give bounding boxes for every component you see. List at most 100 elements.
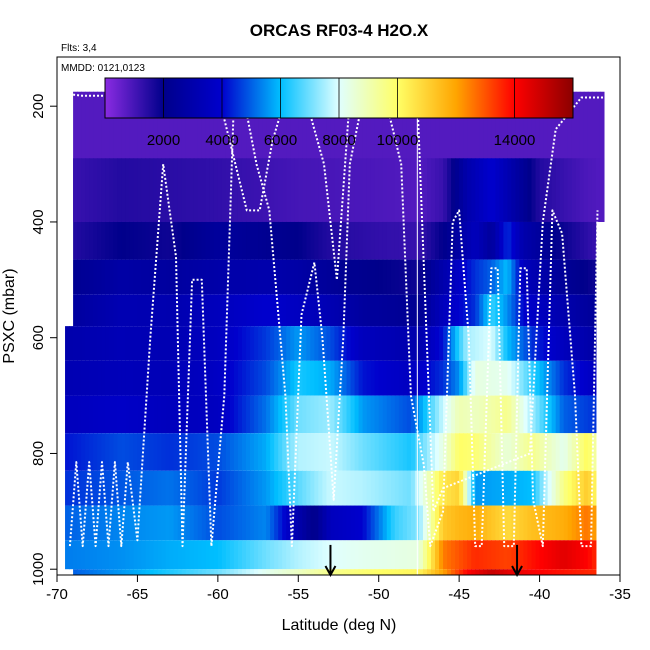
heatmap-cell xyxy=(274,294,279,327)
heatmap-cell xyxy=(394,259,400,295)
heatmap-cell xyxy=(471,433,476,471)
heatmap-cell xyxy=(523,470,529,506)
heatmap-cell xyxy=(145,433,151,471)
heatmap-cell xyxy=(314,505,319,541)
heatmap-cell xyxy=(185,91,191,222)
heatmap-cell xyxy=(177,91,183,222)
heatmap-cell xyxy=(149,540,155,570)
heatmap-cell xyxy=(350,259,356,295)
heatmap-cell xyxy=(121,294,126,327)
heatmap-cell xyxy=(314,470,319,506)
heatmap-cell xyxy=(366,395,372,434)
heatmap-cell xyxy=(233,294,239,327)
heatmap-cell xyxy=(181,158,187,222)
heatmap-cell xyxy=(483,470,488,506)
heatmap-cell xyxy=(338,505,344,541)
heatmap-cell xyxy=(531,470,537,506)
heatmap-cell xyxy=(185,540,191,570)
heatmap-cell xyxy=(258,505,263,541)
heatmap-cell xyxy=(507,360,513,396)
heatmap-cell xyxy=(467,395,472,434)
heatmap-cell xyxy=(65,540,70,570)
heatmap-cell xyxy=(318,326,324,361)
heatmap-cell xyxy=(475,158,480,222)
heatmap-cell xyxy=(350,221,356,260)
heatmap-cell xyxy=(153,540,159,570)
heatmap-cell xyxy=(193,326,199,361)
heatmap-cell xyxy=(153,433,159,471)
heatmap-cell xyxy=(475,395,480,434)
heatmap-cell xyxy=(298,91,303,222)
heatmap-cell xyxy=(129,540,135,570)
colorbar-tick-label: 14000 xyxy=(494,132,536,149)
heatmap-cell xyxy=(539,91,545,222)
heatmap-cell xyxy=(531,326,537,361)
heatmap-cell xyxy=(254,470,259,506)
heatmap-cell xyxy=(418,360,424,396)
heatmap-cell xyxy=(310,221,315,260)
heatmap-cell xyxy=(455,569,460,575)
heatmap-cell xyxy=(402,395,408,434)
heatmap-cell xyxy=(298,158,303,222)
heatmap-cell xyxy=(137,395,143,434)
heatmap-cell xyxy=(69,470,74,506)
heatmap-cell xyxy=(539,470,545,506)
heatmap-cell xyxy=(197,294,203,327)
heatmap-cell xyxy=(559,360,565,396)
heatmap-cell xyxy=(330,158,336,222)
heatmap-cell xyxy=(173,259,179,295)
heatmap-cell xyxy=(217,259,223,295)
heatmap-cell xyxy=(117,221,122,260)
heatmap-cell xyxy=(459,395,464,434)
heatmap-cell xyxy=(121,470,126,506)
heatmap-cell xyxy=(213,540,219,570)
heatmap-cell xyxy=(145,569,151,575)
heatmap-cell xyxy=(422,326,428,361)
heatmap-cell xyxy=(213,433,219,471)
heatmap-cell xyxy=(599,158,605,222)
heatmap-cell xyxy=(499,221,504,260)
heatmap-cell xyxy=(105,540,110,570)
heatmap-cell xyxy=(326,294,332,327)
heatmap-cell xyxy=(129,259,135,295)
heatmap-cell xyxy=(366,569,372,575)
heatmap-cell xyxy=(177,505,183,541)
heatmap-cell xyxy=(141,505,147,541)
heatmap-cell xyxy=(426,259,432,295)
heatmap-cell xyxy=(294,433,299,471)
heatmap-cell xyxy=(241,433,247,471)
heatmap-cell xyxy=(306,470,311,506)
heatmap-cell xyxy=(310,158,315,222)
heatmap-cell xyxy=(374,360,380,396)
heatmap-cell xyxy=(125,91,130,222)
heatmap-cell xyxy=(362,259,368,295)
heatmap-cell xyxy=(65,470,70,506)
heatmap-cell xyxy=(575,395,581,434)
heatmap-cell xyxy=(93,540,98,570)
heatmap-cell xyxy=(334,505,340,541)
heatmap-cell xyxy=(563,470,569,506)
heatmap-cell xyxy=(290,505,295,541)
heatmap-cell xyxy=(567,540,573,570)
heatmap-cell xyxy=(302,326,307,361)
heatmap-cell xyxy=(555,158,561,222)
heatmap-cell xyxy=(430,395,436,434)
heatmap-cell xyxy=(386,505,392,541)
heatmap-cell xyxy=(201,360,207,396)
heatmap-cell xyxy=(125,158,130,222)
heatmap-cell xyxy=(101,540,106,570)
heatmap-cell xyxy=(278,569,283,575)
heatmap-cell xyxy=(507,294,513,327)
heatmap-cell xyxy=(274,360,279,396)
heatmap-cell xyxy=(278,505,283,541)
heatmap-cell xyxy=(225,433,231,471)
x-tick-label: -70 xyxy=(46,586,68,603)
heatmap-cell xyxy=(89,433,94,471)
heatmap-cell xyxy=(262,470,267,506)
heatmap-cell xyxy=(89,294,94,327)
heatmap-cell xyxy=(209,91,215,222)
heatmap-cell xyxy=(173,505,179,541)
heatmap-cell xyxy=(229,326,235,361)
heatmap-cell xyxy=(193,294,199,327)
heatmap-cell xyxy=(543,505,549,541)
